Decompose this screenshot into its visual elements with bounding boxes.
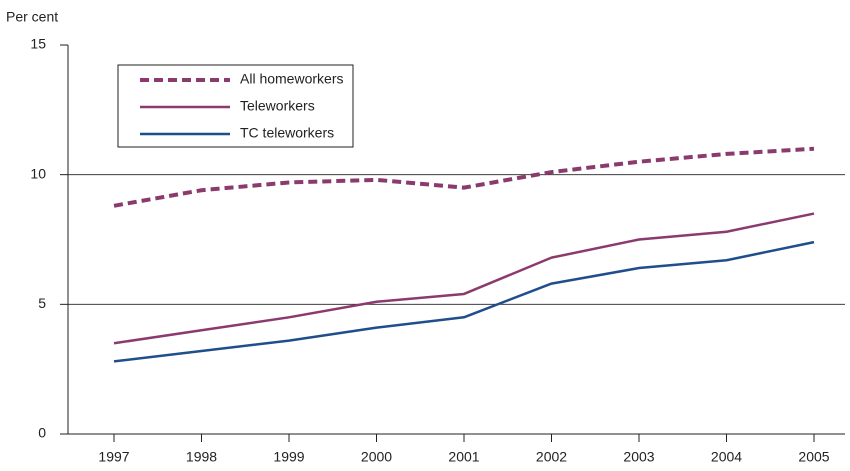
x-tick-label: 2002 (536, 449, 567, 465)
series-line (113, 146, 815, 208)
legend-label: All homeworkers (240, 71, 343, 87)
x-tick-label: 1997 (98, 449, 129, 465)
legend-label: Teleworkers (240, 98, 315, 114)
y-tick-label: 15 (30, 36, 46, 52)
y-axis-label: Per cent (6, 9, 58, 25)
y-tick-label: 5 (38, 295, 46, 311)
series-line (113, 212, 815, 345)
x-tick-label: 1999 (273, 449, 304, 465)
x-tick-label: 2005 (798, 449, 829, 465)
series-line (113, 240, 815, 363)
legend-label: TC teleworkers (240, 125, 334, 141)
x-tick-label: 2004 (711, 449, 742, 465)
x-tick-label: 2003 (623, 449, 654, 465)
y-tick-label: 10 (30, 165, 46, 181)
x-tick-label: 2001 (448, 449, 479, 465)
x-tick-label: 1998 (186, 449, 217, 465)
y-tick-label: 0 (38, 425, 46, 441)
x-tick-label: 2000 (361, 449, 392, 465)
